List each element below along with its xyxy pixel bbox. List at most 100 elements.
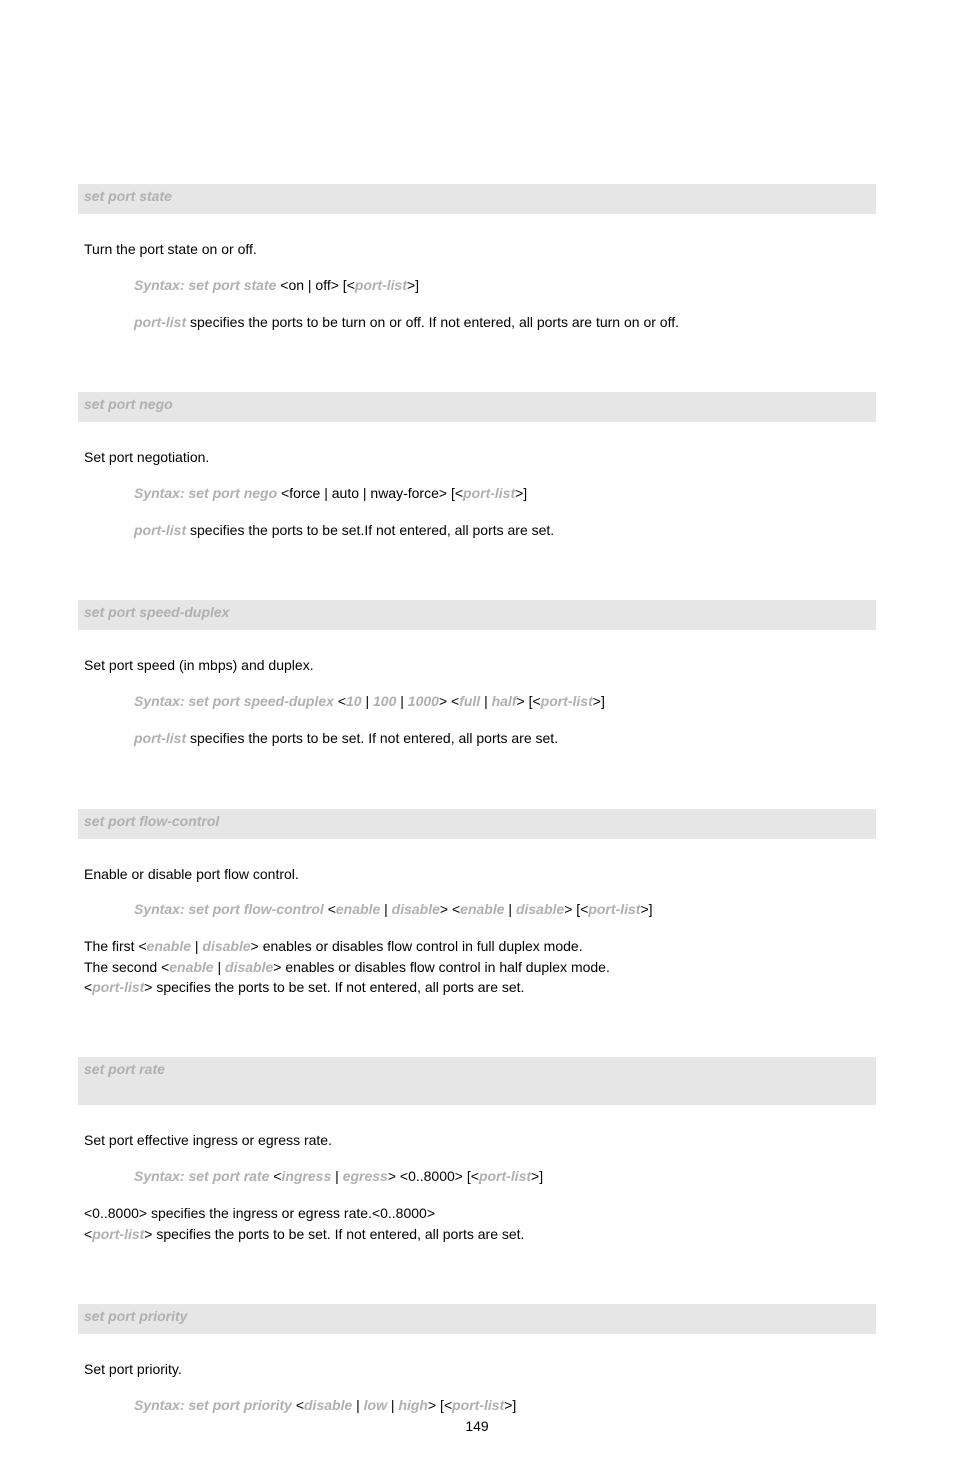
text-run: enable bbox=[169, 959, 213, 975]
text-run: >] bbox=[504, 1397, 516, 1413]
section-heading: set port priority bbox=[78, 1304, 876, 1334]
text-run: port-list bbox=[463, 485, 515, 501]
text-run: < bbox=[84, 1226, 92, 1242]
text-run: port-list bbox=[92, 1226, 144, 1242]
notes-block: port-list specifies the ports to be turn… bbox=[134, 312, 870, 332]
text-run: | bbox=[396, 693, 407, 709]
text-run: > <0..8000> [< bbox=[388, 1168, 479, 1184]
note-line: The second <enable | disable> enables or… bbox=[84, 957, 870, 977]
section: set port negoSet port negotiation.Syntax… bbox=[84, 392, 870, 594]
section: set port rateSet port effective ingress … bbox=[84, 1057, 870, 1297]
text-run: port-list bbox=[134, 522, 190, 538]
text-run: | bbox=[387, 1397, 398, 1413]
text-run: Syntax: set port flow-control bbox=[134, 901, 328, 917]
text-run: port-list bbox=[134, 730, 190, 746]
section-heading: set port nego bbox=[78, 392, 876, 422]
section-description: Set port effective ingress or egress rat… bbox=[84, 1131, 870, 1150]
syntax-line: Syntax: set port speed-duplex <10 | 100 … bbox=[134, 691, 870, 712]
page-number: 149 bbox=[0, 1418, 954, 1434]
text-run: | bbox=[480, 693, 491, 709]
text-run: < bbox=[84, 979, 92, 995]
syntax-line: Syntax: set port flow-control <enable | … bbox=[134, 899, 870, 920]
note-line: <port-list> specifies the ports to be se… bbox=[84, 977, 870, 997]
text-run: >] bbox=[640, 901, 652, 917]
text-run: disable bbox=[392, 901, 440, 917]
syntax-line: Syntax: set port nego <force | auto | nw… bbox=[134, 483, 870, 504]
text-run: 100 bbox=[373, 693, 396, 709]
note-line: <port-list> specifies the ports to be se… bbox=[84, 1224, 870, 1244]
text-run: > < bbox=[440, 901, 460, 917]
text-run: | bbox=[214, 959, 225, 975]
section-description: Enable or disable port flow control. bbox=[84, 865, 870, 884]
note-line: port-list specifies the ports to be turn… bbox=[134, 312, 870, 332]
text-run: > < bbox=[439, 693, 459, 709]
section-heading: set port flow-control bbox=[78, 809, 876, 839]
text-run: port-list bbox=[92, 979, 144, 995]
syntax-line: Syntax: set port state <on | off> [<port… bbox=[134, 275, 870, 296]
section: set port stateTurn the port state on or … bbox=[84, 184, 870, 386]
text-run: disable bbox=[225, 959, 273, 975]
section-description: Set port priority. bbox=[84, 1360, 870, 1379]
text-run: disable bbox=[516, 901, 564, 917]
text-run: <0..8000> specifies the ingress or egres… bbox=[84, 1205, 435, 1221]
text-run: | bbox=[331, 1168, 342, 1184]
text-run: >] bbox=[515, 485, 527, 501]
section: set port flow-controlEnable or disable p… bbox=[84, 809, 870, 1052]
section-gap bbox=[84, 769, 870, 803]
text-run: disable bbox=[304, 1397, 352, 1413]
text-run: Syntax: set port rate bbox=[134, 1168, 273, 1184]
text-run: > specifies the ports to be set. If not … bbox=[144, 979, 524, 995]
section-description: Set port negotiation. bbox=[84, 448, 870, 467]
text-run: ingress bbox=[281, 1168, 331, 1184]
notes-block: port-list specifies the ports to be set.… bbox=[134, 520, 870, 540]
text-run: > enables or disables flow control in ha… bbox=[273, 959, 610, 975]
section-gap bbox=[84, 352, 870, 386]
text-run: enable bbox=[147, 938, 191, 954]
text-run: Syntax: set port state bbox=[134, 277, 280, 293]
text-run: Syntax: set port priority bbox=[134, 1397, 296, 1413]
section: set port prioritySet port priority.Synta… bbox=[84, 1304, 870, 1416]
text-run: >] bbox=[531, 1168, 543, 1184]
text-run: > specifies the ports to be set. If not … bbox=[144, 1226, 524, 1242]
text-run: <force | auto | nway-force> [< bbox=[281, 485, 463, 501]
text-run: high bbox=[398, 1397, 428, 1413]
top-margin bbox=[84, 0, 870, 184]
section-gap bbox=[84, 1264, 870, 1298]
section-heading: set port speed-duplex bbox=[78, 600, 876, 630]
text-run: egress bbox=[343, 1168, 388, 1184]
text-run: The first < bbox=[84, 938, 147, 954]
notes-block: port-list specifies the ports to be set.… bbox=[134, 728, 870, 748]
section-gap bbox=[84, 560, 870, 594]
section-description: Turn the port state on or off. bbox=[84, 240, 870, 259]
text-run: port-list bbox=[479, 1168, 531, 1184]
text-run: < bbox=[338, 693, 346, 709]
text-run: >] bbox=[593, 693, 605, 709]
text-run: half bbox=[492, 693, 517, 709]
notes-block: <0..8000> specifies the ingress or egres… bbox=[84, 1203, 870, 1244]
text-run: disable bbox=[202, 938, 250, 954]
section-description: Set port speed (in mbps) and duplex. bbox=[84, 656, 870, 675]
text-run: 1000 bbox=[408, 693, 439, 709]
text-run: low bbox=[364, 1397, 387, 1413]
text-run: > [< bbox=[428, 1397, 452, 1413]
text-run: <on | off> [< bbox=[280, 277, 355, 293]
text-run: > enables or disables flow control in fu… bbox=[251, 938, 583, 954]
notes-block: The first <enable | disable> enables or … bbox=[84, 936, 870, 997]
text-run: specifies the ports to be set.If not ent… bbox=[190, 522, 554, 538]
text-run: enable bbox=[460, 901, 504, 917]
sections-container: set port stateTurn the port state on or … bbox=[84, 184, 870, 1416]
text-run: port-list bbox=[452, 1397, 504, 1413]
text-run: < bbox=[296, 1397, 304, 1413]
document-page: set port stateTurn the port state on or … bbox=[0, 0, 954, 1472]
note-line: port-list specifies the ports to be set.… bbox=[134, 728, 870, 748]
text-run: full bbox=[459, 693, 480, 709]
text-run: > [< bbox=[564, 901, 588, 917]
text-run: < bbox=[328, 901, 336, 917]
syntax-line: Syntax: set port priority <disable | low… bbox=[134, 1395, 870, 1416]
text-run: port-list bbox=[588, 901, 640, 917]
text-run: | bbox=[191, 938, 202, 954]
text-run: | bbox=[380, 901, 391, 917]
text-run: enable bbox=[336, 901, 380, 917]
text-run: port-list bbox=[355, 277, 407, 293]
note-line: The first <enable | disable> enables or … bbox=[84, 936, 870, 956]
